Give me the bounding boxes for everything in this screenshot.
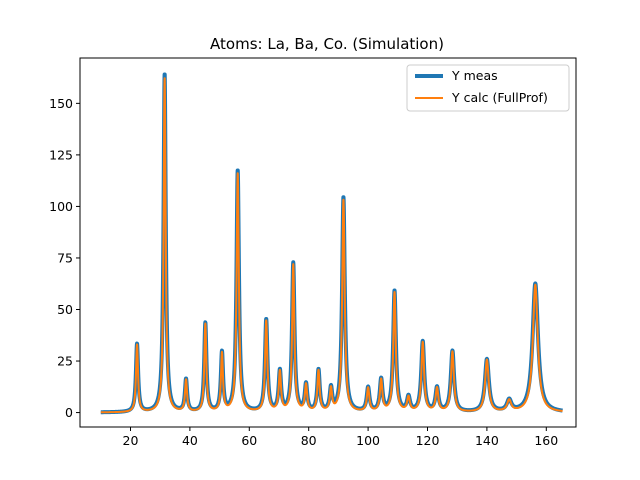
y-tick-label: 25 — [57, 354, 73, 369]
chart-title: Atoms: La, Ba, Co. (Simulation) — [210, 35, 444, 53]
legend-label-y-calc: Y calc (FullProf) — [451, 90, 548, 105]
x-axis: 20 40 60 80 100 120 140 160 — [123, 427, 558, 448]
x-tick-label: 40 — [182, 433, 198, 448]
y-axis: 0 25 50 75 100 125 150 — [49, 96, 80, 420]
x-tick-label: 80 — [301, 433, 317, 448]
x-tick-label: 140 — [475, 433, 499, 448]
legend-box — [406, 64, 570, 112]
axes-frame — [79, 57, 577, 428]
x-tick-label: 100 — [356, 433, 380, 448]
legend: Y meas Y calc (FullProf) — [406, 64, 570, 112]
x-tick-label: 120 — [416, 433, 440, 448]
y-tick-label: 50 — [57, 302, 73, 317]
series-line-y-calc — [99, 77, 564, 414]
y-tick-label: 0 — [65, 405, 73, 420]
x-tick-label: 60 — [241, 433, 257, 448]
y-tick-label: 150 — [49, 96, 73, 111]
legend-label-y-meas: Y meas — [451, 68, 498, 83]
y-tick-label: 75 — [57, 250, 73, 265]
plot-area — [79, 57, 577, 428]
x-tick-label: 20 — [123, 433, 139, 448]
y-tick-label: 125 — [49, 147, 73, 162]
x-tick-label: 160 — [534, 433, 558, 448]
y-tick-label: 100 — [49, 199, 73, 214]
series-layer — [98, 72, 565, 415]
